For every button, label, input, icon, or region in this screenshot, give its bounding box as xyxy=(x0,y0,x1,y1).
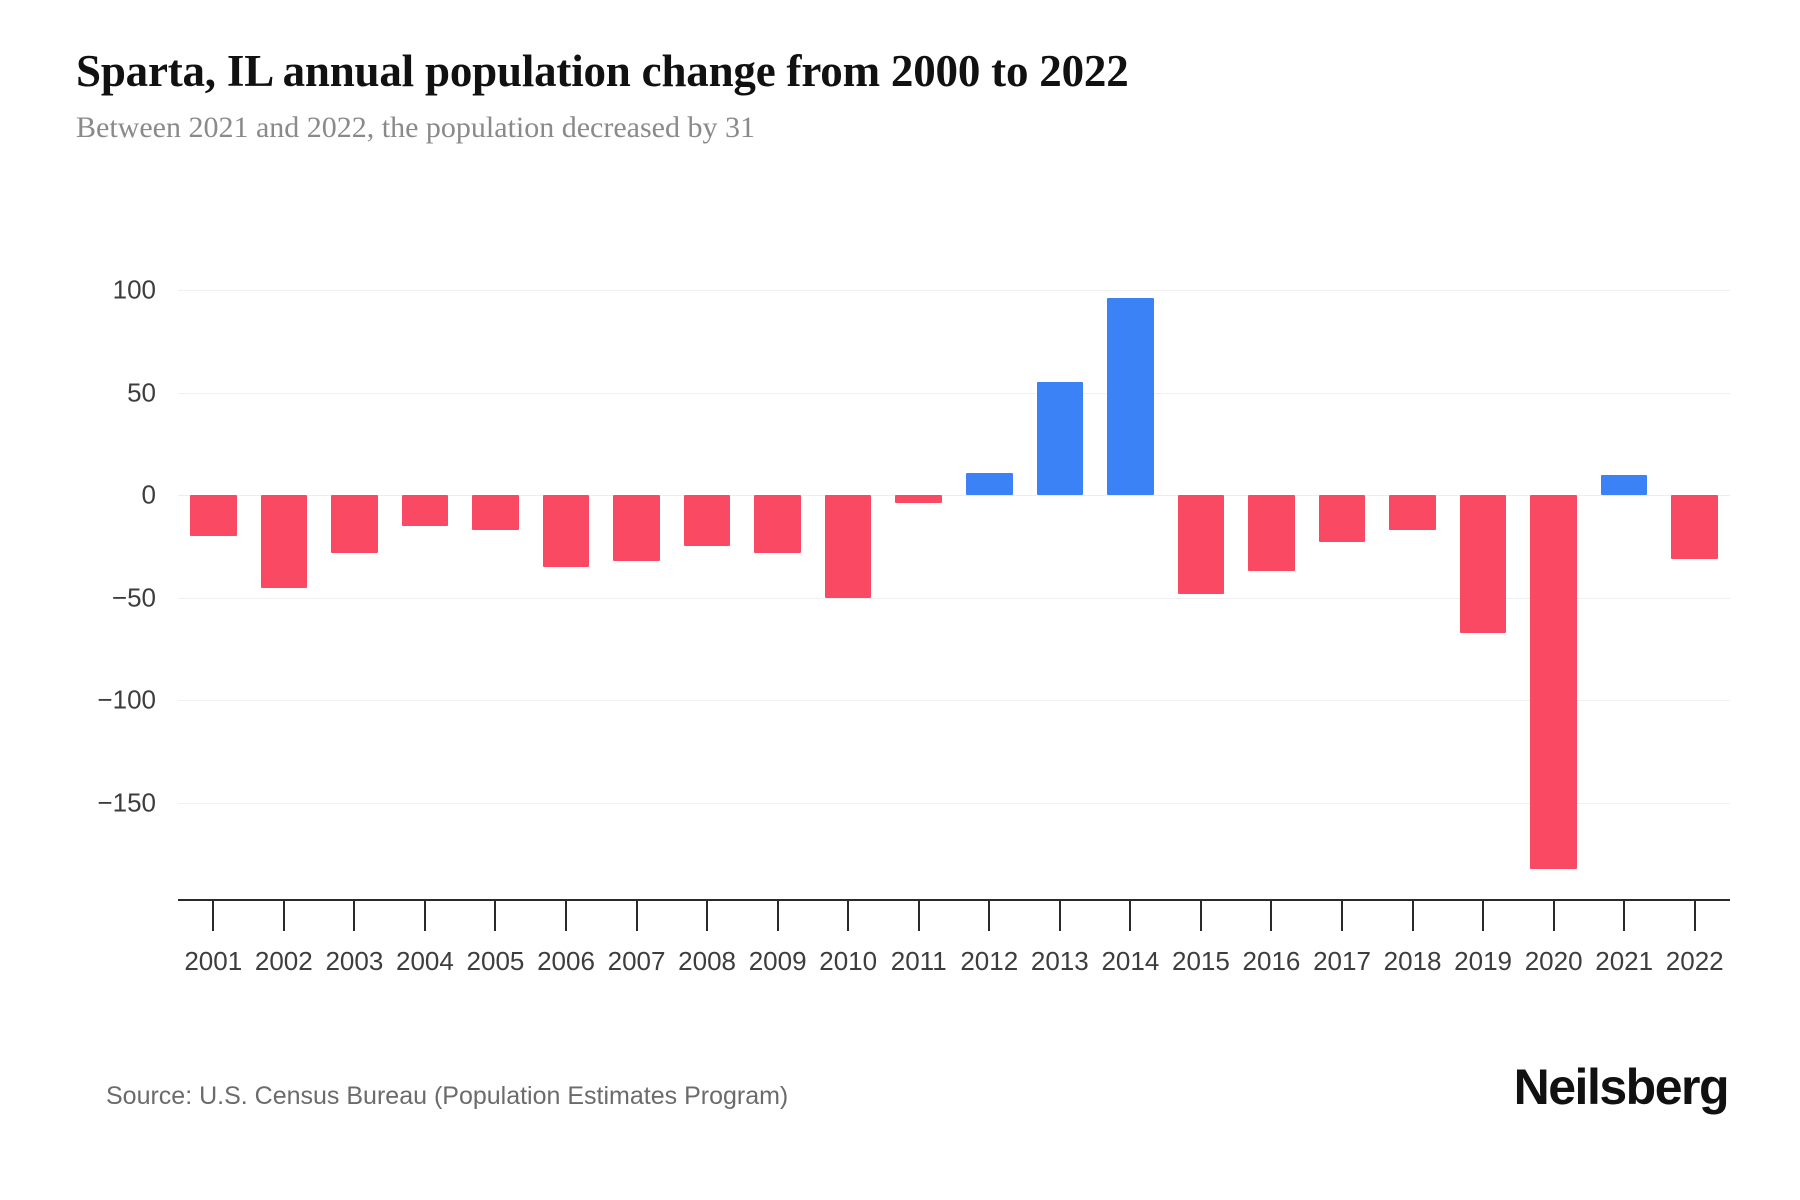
x-axis-tick-label-2018: 2018 xyxy=(1383,946,1442,976)
x-axis-tick xyxy=(494,901,497,931)
x-axis-tick-label-2008: 2008 xyxy=(678,946,736,976)
x-axis-tick-label-2012: 2012 xyxy=(960,946,1019,976)
bar-2018[interactable] xyxy=(1389,495,1436,531)
gridline xyxy=(178,290,1730,291)
x-axis-tick xyxy=(1482,901,1485,931)
x-axis-tick xyxy=(1199,901,1202,931)
source-note: Source: U.S. Census Bureau (Population E… xyxy=(106,1082,789,1110)
x-axis-tick-label-2016: 2016 xyxy=(1242,946,1301,976)
chart-header: Sparta, IL annual population change from… xyxy=(76,46,1736,146)
x-axis-tick-label-2013: 2013 xyxy=(1030,946,1089,976)
x-axis-tick-label-2011: 2011 xyxy=(890,946,947,976)
x-axis-tick xyxy=(212,901,215,931)
y-axis-tick-label: 0 xyxy=(141,479,156,510)
x-axis-tick xyxy=(1270,901,1273,931)
bar-2016[interactable] xyxy=(1248,495,1295,572)
bar-2015[interactable] xyxy=(1177,495,1225,594)
bar-2021[interactable] xyxy=(1600,474,1648,496)
bar-2017[interactable] xyxy=(1318,495,1366,543)
bar-series xyxy=(178,290,1730,869)
x-axis-tick xyxy=(282,901,285,931)
neilsberg-logo: Neilsberg xyxy=(1513,1059,1730,1115)
y-axis-tick-label: −50 xyxy=(111,582,156,613)
x-axis-tick-label-2005: 2005 xyxy=(466,946,525,976)
gridline xyxy=(178,392,1730,394)
bar-2020[interactable] xyxy=(1530,495,1577,869)
bar-2006[interactable] xyxy=(542,495,590,567)
x-axis-tick-label-2015: 2015 xyxy=(1171,946,1230,976)
bar-2022[interactable] xyxy=(1671,495,1718,559)
y-axis-tick-label: 50 xyxy=(127,377,156,408)
gridlines xyxy=(178,290,1730,804)
gridline xyxy=(178,597,1730,599)
bar-2011[interactable] xyxy=(895,495,942,504)
x-axis-tick-label-2017: 2017 xyxy=(1313,946,1371,976)
x-axis-tick xyxy=(423,901,426,931)
bar-2012[interactable] xyxy=(965,472,1013,496)
x-axis-tick-label-2001: 2001 xyxy=(184,946,243,976)
x-axis-tick-label-2006: 2006 xyxy=(537,946,595,976)
y-axis-tick-label: 100 xyxy=(112,274,156,305)
x-axis-tick-label-2010: 2010 xyxy=(819,946,878,976)
x-axis-tick-label-2009: 2009 xyxy=(748,946,807,976)
y-axis-tick-label: −100 xyxy=(97,684,156,715)
bar-2013[interactable] xyxy=(1036,382,1084,496)
x-axis-tick xyxy=(565,901,567,931)
bar-2003[interactable] xyxy=(331,495,378,553)
zero-gridline xyxy=(178,495,1730,497)
gridline xyxy=(178,803,1730,804)
x-axis-tick xyxy=(1623,901,1626,931)
x-axis-tick xyxy=(1552,901,1555,931)
bar-2009[interactable] xyxy=(754,495,801,553)
x-axis-tick-label-2021: 2021 xyxy=(1595,946,1654,976)
x-axis-tick-label-2019: 2019 xyxy=(1454,946,1512,976)
bar-2001[interactable] xyxy=(189,495,237,537)
y-axis-tick-label: −150 xyxy=(97,787,156,818)
x-axis-tick-label-2002: 2002 xyxy=(254,946,313,976)
x-axis-tick-label-2003: 2003 xyxy=(325,946,384,976)
bar-2002[interactable] xyxy=(260,495,308,588)
chart-subtitle: Between 2021 and 2022, the population de… xyxy=(76,111,755,145)
bar-2004[interactable] xyxy=(401,495,449,526)
bar-2014[interactable] xyxy=(1107,298,1154,496)
page-title: Sparta, IL annual population change from… xyxy=(76,46,1129,96)
x-axis-tick xyxy=(1693,901,1696,931)
bar-2019[interactable] xyxy=(1459,495,1507,633)
x-axis-tick-label-2004: 2004 xyxy=(395,946,454,976)
bar-2005[interactable] xyxy=(472,495,519,531)
bar-2007[interactable] xyxy=(613,495,660,561)
x-axis-tick xyxy=(1341,901,1343,931)
x-axis-tick-label-2020: 2020 xyxy=(1524,946,1583,976)
x-axis-tick xyxy=(847,901,850,931)
x-axis-tick xyxy=(1411,901,1414,931)
x-axis-tick xyxy=(1058,901,1061,931)
x-axis-tick xyxy=(706,901,709,931)
bar-2010[interactable] xyxy=(824,495,872,598)
x-axis-tick xyxy=(353,901,356,931)
x-axis-tick xyxy=(1129,901,1132,931)
x-axis-tick xyxy=(776,901,779,931)
x-axis-tick xyxy=(917,901,920,931)
x-axis-tick xyxy=(635,901,638,931)
x-axis-tick-label-2007: 2007 xyxy=(607,946,666,976)
x-axis-tick-label-2014: 2014 xyxy=(1101,946,1160,976)
x-axis-tick xyxy=(988,901,991,931)
gridline xyxy=(178,700,1730,702)
x-axis-line xyxy=(178,899,1730,901)
x-axis-tick-label-2022: 2022 xyxy=(1665,946,1724,976)
bar-2008[interactable] xyxy=(683,495,731,547)
